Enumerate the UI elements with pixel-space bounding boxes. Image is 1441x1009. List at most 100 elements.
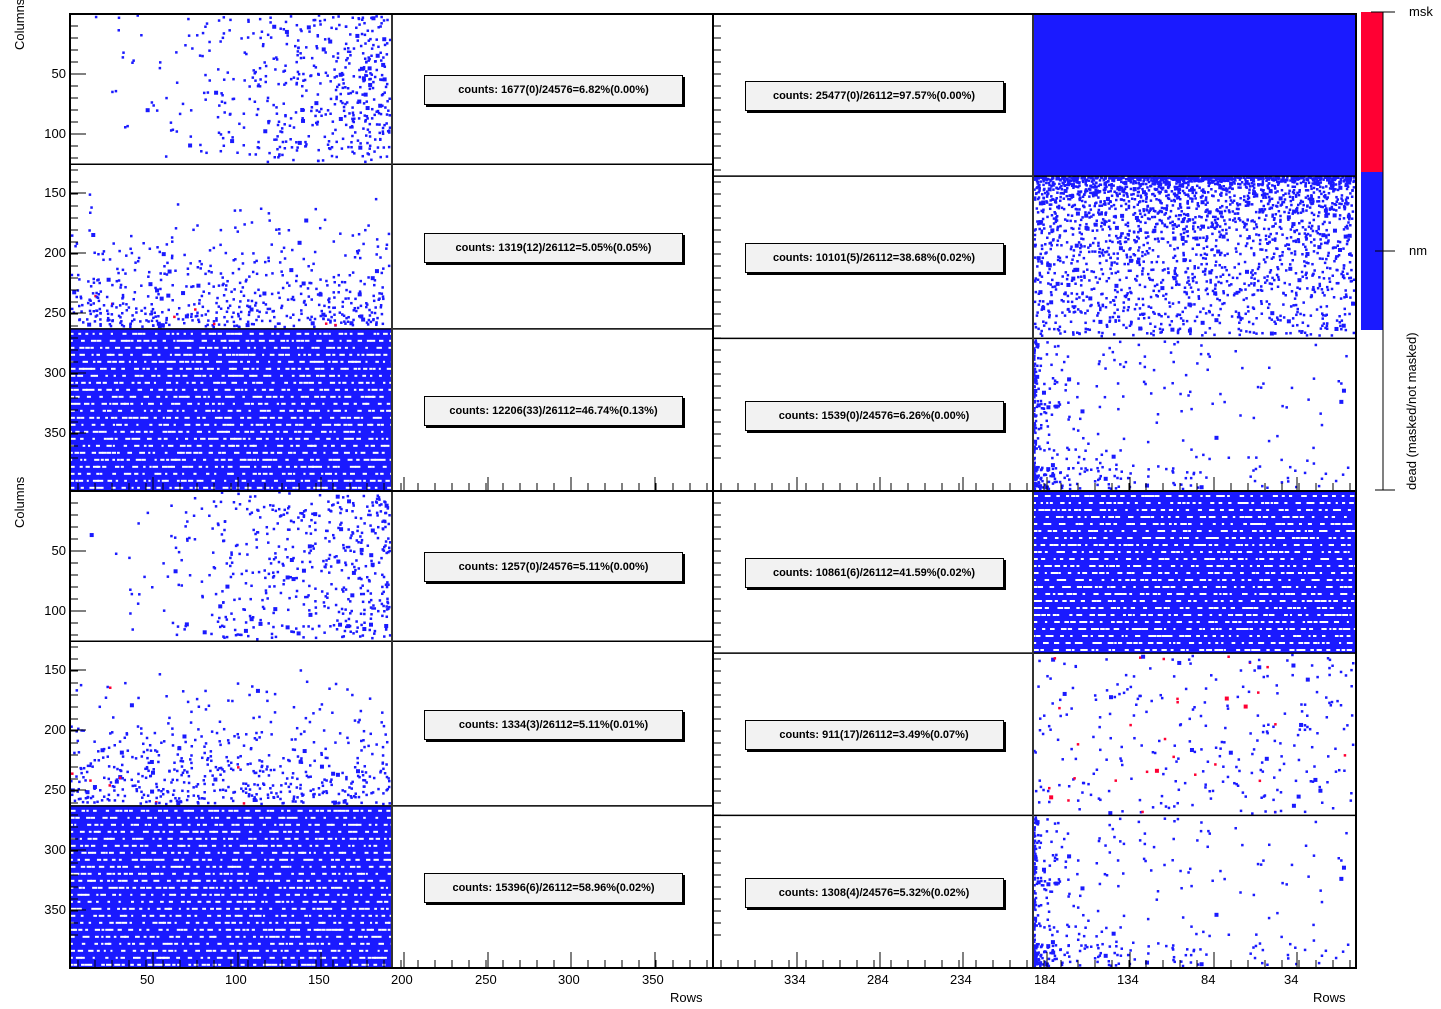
hit-cell — [125, 254, 128, 257]
hit-cell — [288, 124, 292, 127]
hit-cell — [1298, 329, 1301, 333]
hit-cell — [149, 312, 152, 316]
gap-cell — [302, 374, 306, 377]
hit-cell — [1344, 198, 1348, 201]
hit-cell — [1048, 401, 1052, 404]
hit-cell — [1206, 215, 1209, 218]
hit-cell — [1283, 198, 1287, 201]
gap-cell — [136, 437, 141, 440]
hit-cell — [1069, 247, 1073, 251]
gap-cell — [214, 346, 219, 349]
hit-cell — [1147, 252, 1150, 255]
hit-cell — [1301, 321, 1305, 324]
hit-cell — [1156, 237, 1160, 240]
hit-cell — [349, 33, 352, 36]
gap-cell — [316, 374, 320, 377]
hit-cell — [1182, 220, 1185, 224]
hit-cell — [161, 310, 164, 314]
hit-cell — [1047, 282, 1050, 285]
hit-cell — [358, 75, 362, 79]
hit-cell — [1232, 180, 1235, 184]
hit-cell — [284, 64, 287, 67]
gap-cell — [193, 472, 197, 475]
hit-cell — [1038, 369, 1041, 372]
hit-cell — [1112, 252, 1116, 255]
hit-cell — [300, 107, 305, 112]
hit-cell — [260, 319, 264, 323]
hit-cell — [1179, 233, 1183, 236]
hit-cell — [1035, 345, 1038, 348]
gap-cell — [203, 423, 210, 426]
gap-cell — [252, 472, 257, 475]
hit-cell — [1163, 207, 1166, 210]
hit-cell — [1139, 196, 1143, 199]
hit-cell — [1062, 197, 1066, 200]
gap-cell — [302, 451, 308, 454]
hit-cell — [1087, 179, 1091, 182]
hit-cell — [1251, 184, 1254, 188]
hit-cell — [277, 156, 280, 159]
hit-cell — [1344, 293, 1348, 296]
hit-cell — [188, 143, 193, 148]
hit-cell — [1175, 185, 1179, 189]
hit-cell — [1056, 225, 1060, 229]
hit-cell — [1233, 194, 1236, 197]
hit-cell — [1039, 478, 1043, 481]
hit-cell — [195, 34, 199, 37]
hit-cell — [1133, 238, 1136, 242]
hit-cell — [354, 131, 357, 134]
hit-cell — [191, 47, 194, 50]
hit-cell — [1068, 176, 1071, 179]
hit-cell — [1105, 220, 1108, 223]
hit-cell — [267, 259, 270, 263]
hit-cell — [1292, 304, 1295, 307]
hit-cell — [212, 325, 215, 329]
gap-cell — [259, 416, 265, 419]
gap-cell — [217, 409, 221, 412]
hit-cell — [1335, 319, 1339, 322]
gap-cell — [121, 367, 125, 370]
hit-cell — [1250, 203, 1254, 206]
hit-cell — [319, 278, 322, 281]
hit-cell — [296, 77, 300, 80]
gap-cell — [314, 409, 321, 412]
gap-cell — [95, 444, 100, 447]
hit-cell — [1160, 210, 1164, 214]
hit-cell — [1042, 208, 1045, 212]
hit-cell — [1210, 194, 1214, 197]
hit-cell — [1345, 242, 1349, 246]
hit-cell — [217, 19, 221, 22]
hit-cell — [1289, 236, 1293, 239]
hit-cell — [1223, 179, 1226, 183]
hit-cell — [1342, 267, 1346, 270]
gap-cell — [120, 430, 125, 433]
gap-cell — [224, 416, 230, 419]
hit-cell — [375, 38, 378, 41]
gap-cell — [369, 479, 376, 482]
hit-cell — [284, 113, 287, 117]
hit-cell — [255, 113, 259, 117]
hit-cell — [379, 25, 382, 28]
hit-cell — [1306, 204, 1309, 207]
hit-cell — [315, 44, 318, 48]
hit-cell — [278, 145, 282, 149]
hit-cell — [1318, 334, 1321, 337]
hit-cell — [1088, 195, 1091, 198]
hit-cell — [1193, 303, 1196, 306]
hit-cell — [1189, 176, 1192, 179]
hit-cell — [1204, 177, 1208, 181]
hit-cell — [1252, 252, 1256, 255]
hit-cell — [1051, 176, 1054, 179]
hit-cell — [1151, 230, 1155, 234]
hit-cell — [1301, 207, 1305, 211]
hit-cell — [1328, 221, 1331, 224]
hit-cell — [253, 100, 257, 104]
hit-cell — [1276, 434, 1279, 438]
hit-cell — [1124, 223, 1128, 226]
hit-cell — [346, 56, 349, 60]
hit-cell — [295, 83, 298, 86]
gap-cell — [284, 332, 290, 335]
gap-cell — [332, 458, 339, 461]
gap-cell — [249, 374, 254, 377]
hit-cell — [368, 122, 372, 126]
